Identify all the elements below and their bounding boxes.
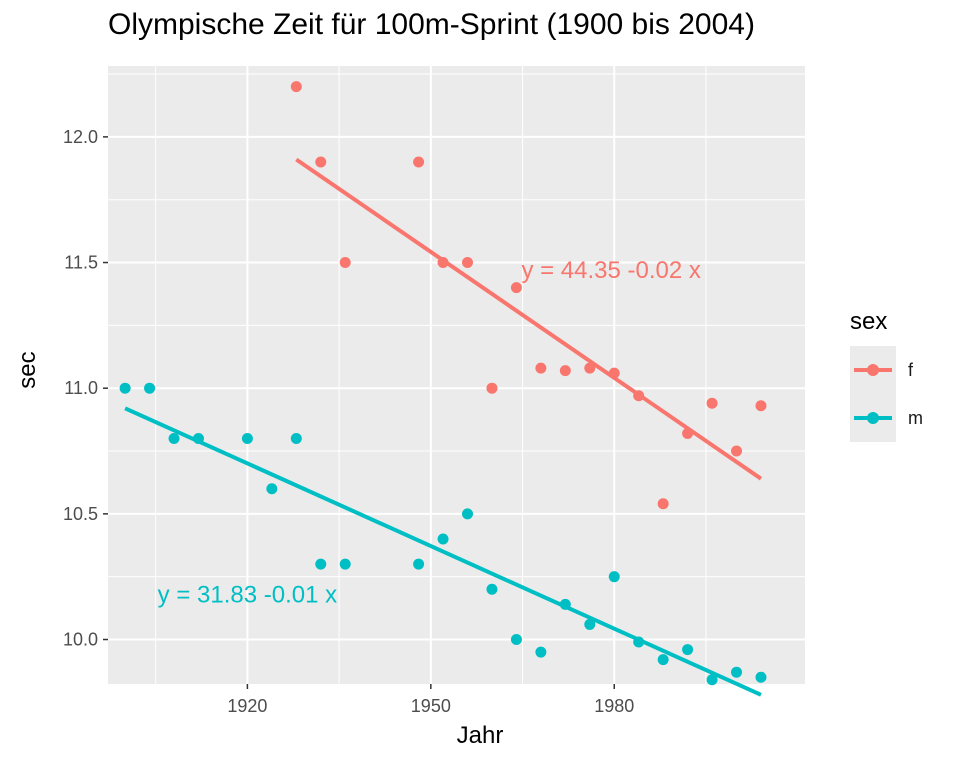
point-m (584, 618, 596, 630)
point-f (510, 282, 522, 294)
legend-dot-f (867, 364, 879, 376)
y-axis-title: sec (14, 351, 41, 389)
legend: sex f m (850, 308, 923, 442)
y-tick-label: 11.5 (64, 253, 98, 273)
y-tick-label: 12.0 (63, 127, 98, 147)
equation-annotations: y = 44.35 -0.02 x y = 31.83 -0.01 x (158, 257, 701, 608)
point-m (339, 558, 351, 570)
equation-label-f: y = 44.35 -0.02 x (521, 257, 700, 284)
point-f (437, 257, 449, 269)
point-f (608, 367, 620, 379)
point-m (315, 558, 327, 570)
point-m (462, 508, 474, 520)
point-m (413, 558, 425, 570)
point-f (290, 81, 302, 93)
point-m (755, 671, 767, 683)
x-tick-label: 1980 (594, 696, 634, 716)
point-f (535, 362, 547, 374)
point-m (266, 483, 278, 495)
legend-key-m (850, 394, 896, 442)
plot-panel (108, 66, 805, 684)
x-tick-label: 1950 (411, 696, 451, 716)
point-f (682, 427, 694, 439)
point-m (608, 571, 620, 583)
point-m (192, 432, 204, 444)
point-m (682, 644, 694, 656)
fit-line-m (124, 406, 762, 697)
y-tick-label: 10.0 (63, 630, 98, 650)
point-m (535, 646, 547, 658)
legend-item-m: m (850, 394, 923, 442)
point-m (731, 666, 743, 678)
point-f (706, 397, 718, 409)
x-axis-title: Jahr (456, 722, 504, 749)
point-m (510, 634, 522, 646)
point-f (731, 445, 743, 457)
point-m (706, 674, 718, 686)
point-f (462, 257, 474, 269)
data-points (119, 81, 767, 686)
legend-dot-m (867, 412, 879, 424)
equation-label-m: y = 31.83 -0.01 x (158, 581, 337, 608)
point-m (486, 583, 498, 595)
point-m (168, 432, 180, 444)
y-tick-label: 11.0 (64, 378, 98, 398)
point-f (315, 156, 327, 168)
legend-label-m: m (908, 407, 923, 428)
point-f (755, 400, 767, 412)
chart-title: Olympische Zeit für 100m-Sprint (1900 bi… (108, 8, 755, 41)
point-m (290, 432, 302, 444)
point-m (144, 382, 156, 394)
point-f (413, 156, 425, 168)
point-m (657, 654, 669, 666)
point-f (584, 362, 596, 374)
point-f (339, 257, 351, 269)
legend-title: sex (850, 308, 888, 335)
point-m (241, 432, 253, 444)
x-axis: 1920 1950 1980 (227, 684, 634, 716)
point-m (633, 636, 645, 648)
legend-item-f: f (850, 346, 923, 394)
legend-label-f: f (908, 359, 914, 380)
x-tick-label: 1920 (227, 696, 267, 716)
point-f (657, 498, 669, 510)
point-m (559, 598, 571, 610)
point-f (486, 382, 498, 394)
fit-line-f (295, 157, 763, 481)
point-m (119, 382, 131, 394)
legend-key-f (850, 346, 896, 394)
point-m (437, 533, 449, 545)
y-tick-label: 10.5 (63, 504, 98, 524)
point-f (633, 390, 645, 402)
regression-lines (124, 157, 763, 697)
y-axis: 10.0 10.5 11.0 11.5 12.0 (63, 127, 108, 650)
point-f (559, 365, 571, 377)
